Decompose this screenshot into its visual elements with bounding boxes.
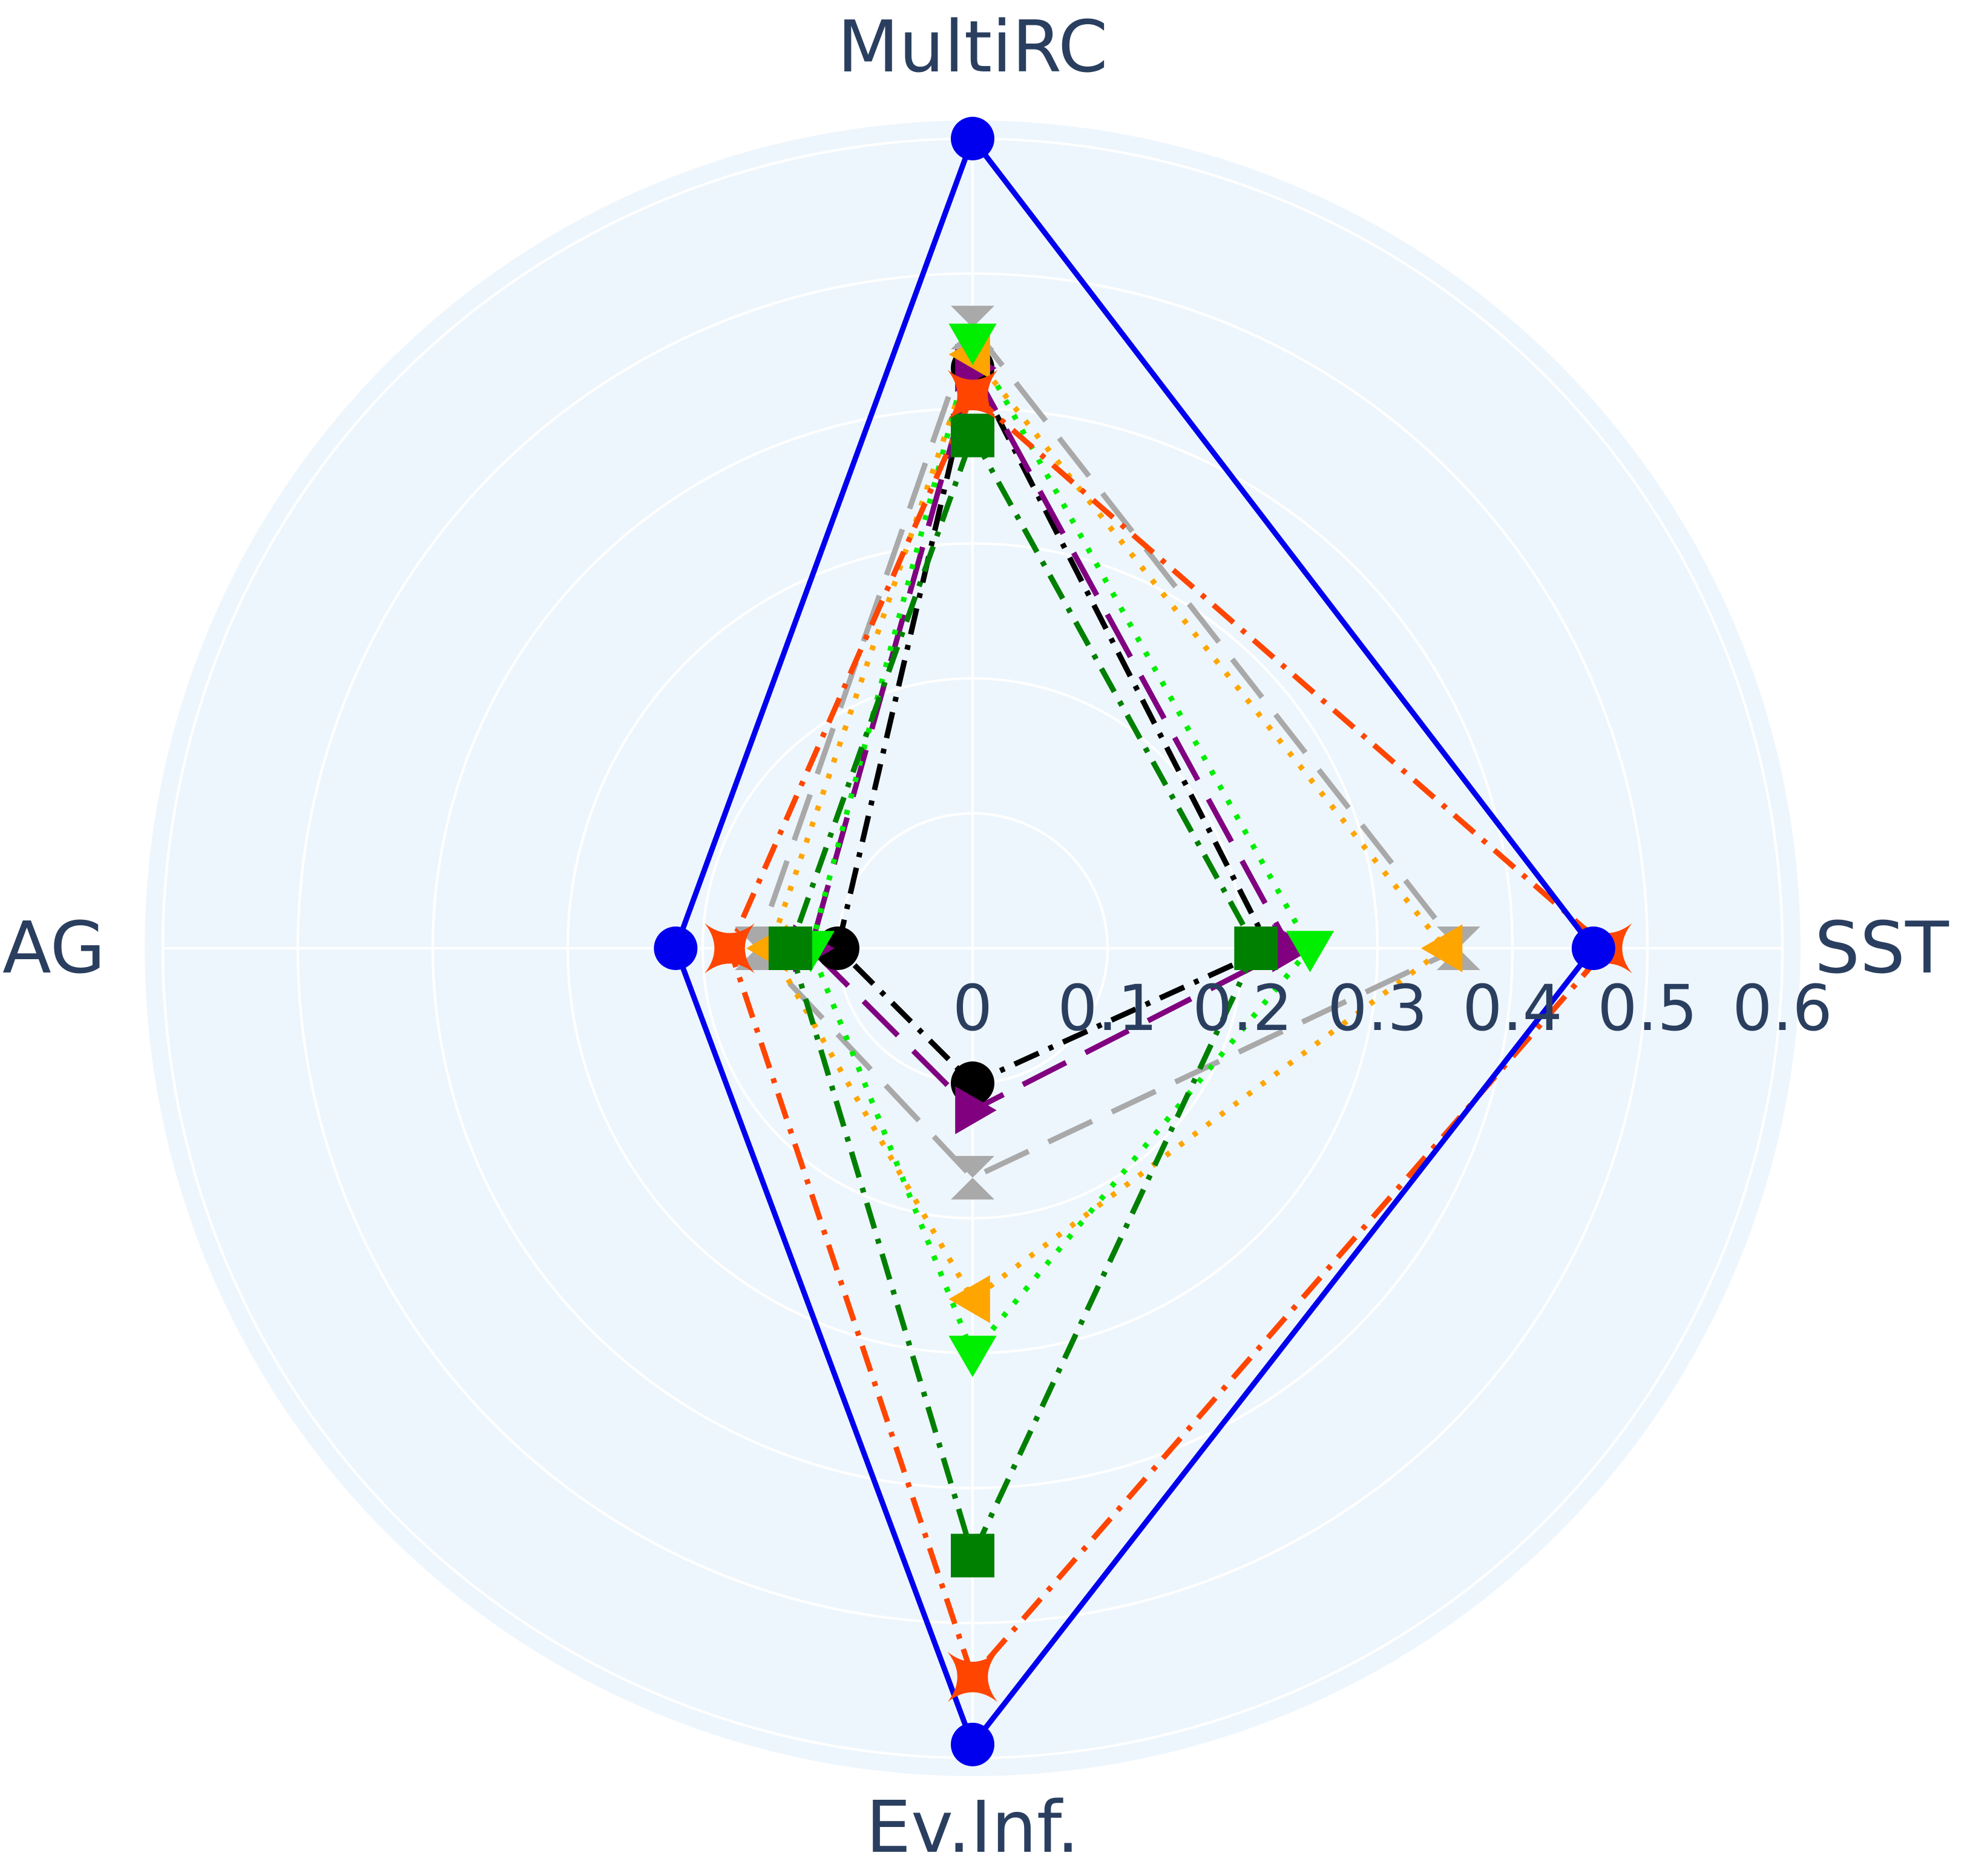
data-point bbox=[951, 117, 994, 160]
axis-label: SST bbox=[1814, 906, 1949, 989]
radial-tick-labels: 0 0.1 0.2 0.3 0.4 0.5 0.6 bbox=[953, 971, 1833, 1045]
data-point bbox=[951, 1156, 994, 1200]
data-point bbox=[948, 323, 997, 366]
data-point bbox=[955, 1086, 997, 1135]
radial-tick-label: 0.6 bbox=[1732, 971, 1832, 1045]
series-line bbox=[754, 324, 1462, 1181]
data-point bbox=[768, 927, 812, 970]
data-point bbox=[654, 927, 698, 970]
data-point bbox=[951, 1533, 994, 1578]
axis-label: MultiRC bbox=[838, 5, 1108, 88]
data-point bbox=[947, 1651, 998, 1702]
data-point bbox=[947, 370, 998, 421]
marker-group bbox=[654, 117, 1632, 1766]
series-line bbox=[787, 433, 1259, 1558]
data-point bbox=[1571, 927, 1615, 970]
data-point bbox=[951, 413, 994, 458]
axis-label: Ev.Inf. bbox=[866, 1785, 1080, 1869]
data-point bbox=[1286, 931, 1335, 972]
radial-tick-label: 0.3 bbox=[1327, 971, 1427, 1045]
data-point bbox=[1272, 924, 1314, 972]
radial-tick-label: 0.2 bbox=[1192, 971, 1292, 1045]
data-point bbox=[951, 1722, 994, 1766]
data-point bbox=[704, 923, 755, 974]
radial-tick-label: 0.5 bbox=[1597, 971, 1697, 1045]
radial-tick-label: 0.4 bbox=[1462, 971, 1562, 1045]
data-point bbox=[1420, 924, 1463, 972]
radial-tick-label: 0 bbox=[953, 971, 993, 1045]
axis-label: AG bbox=[2, 906, 105, 989]
data-point bbox=[1234, 927, 1278, 970]
axis-labels: MultiRC SST Ev.Inf. AG bbox=[2, 5, 1949, 1869]
data-point bbox=[948, 1275, 990, 1323]
data-point bbox=[948, 1336, 997, 1377]
radial-tick-label: 0.1 bbox=[1057, 971, 1157, 1045]
series-line bbox=[727, 392, 1610, 1680]
